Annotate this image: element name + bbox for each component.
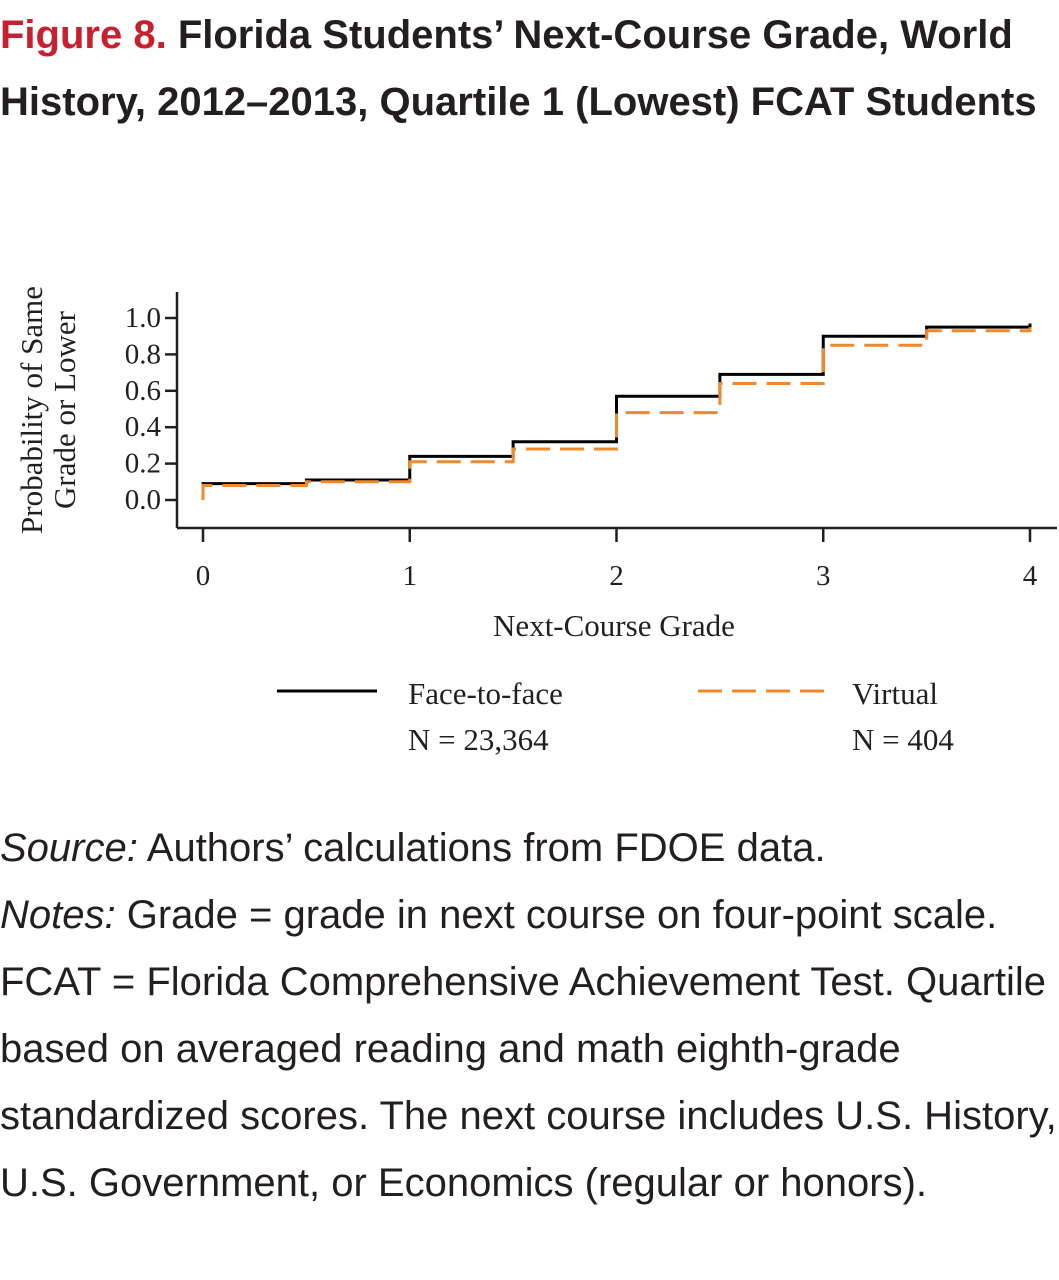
chart-svg: 0.0 0.2 0.4 0.6 0.8 1.0 0 1 2 3 4 Next-Course Grade… <box>14 286 1057 757</box>
figure-title: Figure 8. Florida Students’ Next-Course … <box>0 2 1050 136</box>
chart-axes: 0.0 0.2 0.4 0.6 0.8 1.0 0 1 2 3 4 Next-Course Grade… <box>14 286 1057 643</box>
chart-series <box>201 323 1032 500</box>
legend-label: Virtual <box>852 676 938 711</box>
y-tick-label: 0.0 <box>125 484 161 516</box>
legend-n-label: N = 23,364 <box>408 722 549 757</box>
figure-notes: Source: Authors’ calculations from FDOE … <box>0 815 1059 1217</box>
x-tick-label: 0 <box>196 560 211 592</box>
chart-legend: Face-to-face N = 23,364 Virtual N = 404 <box>277 676 954 757</box>
series-line-virtual <box>201 327 1032 500</box>
y-tick-label: 0.6 <box>125 375 161 407</box>
step-chart: 0.0 0.2 0.4 0.6 0.8 1.0 0 1 2 3 4 Next-Course Grade… <box>0 230 1059 770</box>
legend-n-label: N = 404 <box>852 722 954 757</box>
x-tick-label: 1 <box>403 560 418 592</box>
x-axis-label: Next-Course Grade <box>493 608 735 643</box>
notes-label: Notes: <box>0 893 116 937</box>
series-line-face-to-face <box>201 323 1032 500</box>
legend-label: Face-to-face <box>408 676 563 711</box>
x-tick-label: 3 <box>816 560 831 592</box>
x-tick-label: 4 <box>1023 560 1038 592</box>
notes-paragraph: Notes: Grade = grade in next course on f… <box>0 882 1059 1217</box>
y-tick-label: 0.8 <box>125 338 161 370</box>
figure-label: Figure 8. <box>0 13 167 57</box>
figure-title-text: Florida Students’ Next-Course Grade, Wor… <box>0 13 1037 124</box>
source-text: Authors’ calculations from FDOE data. <box>146 826 826 870</box>
source-label: Source: <box>0 826 138 870</box>
source-line: Source: Authors’ calculations from FDOE … <box>0 815 1059 882</box>
y-tick-label: 0.2 <box>125 448 161 480</box>
y-tick-label: 1.0 <box>125 302 161 334</box>
notes-text: Grade = grade in next course on four-poi… <box>0 893 1057 1205</box>
y-tick-label: 0.4 <box>125 411 162 443</box>
y-axis-label: Probability of SameGrade or Lower <box>14 286 82 534</box>
x-tick-label: 2 <box>609 560 624 592</box>
